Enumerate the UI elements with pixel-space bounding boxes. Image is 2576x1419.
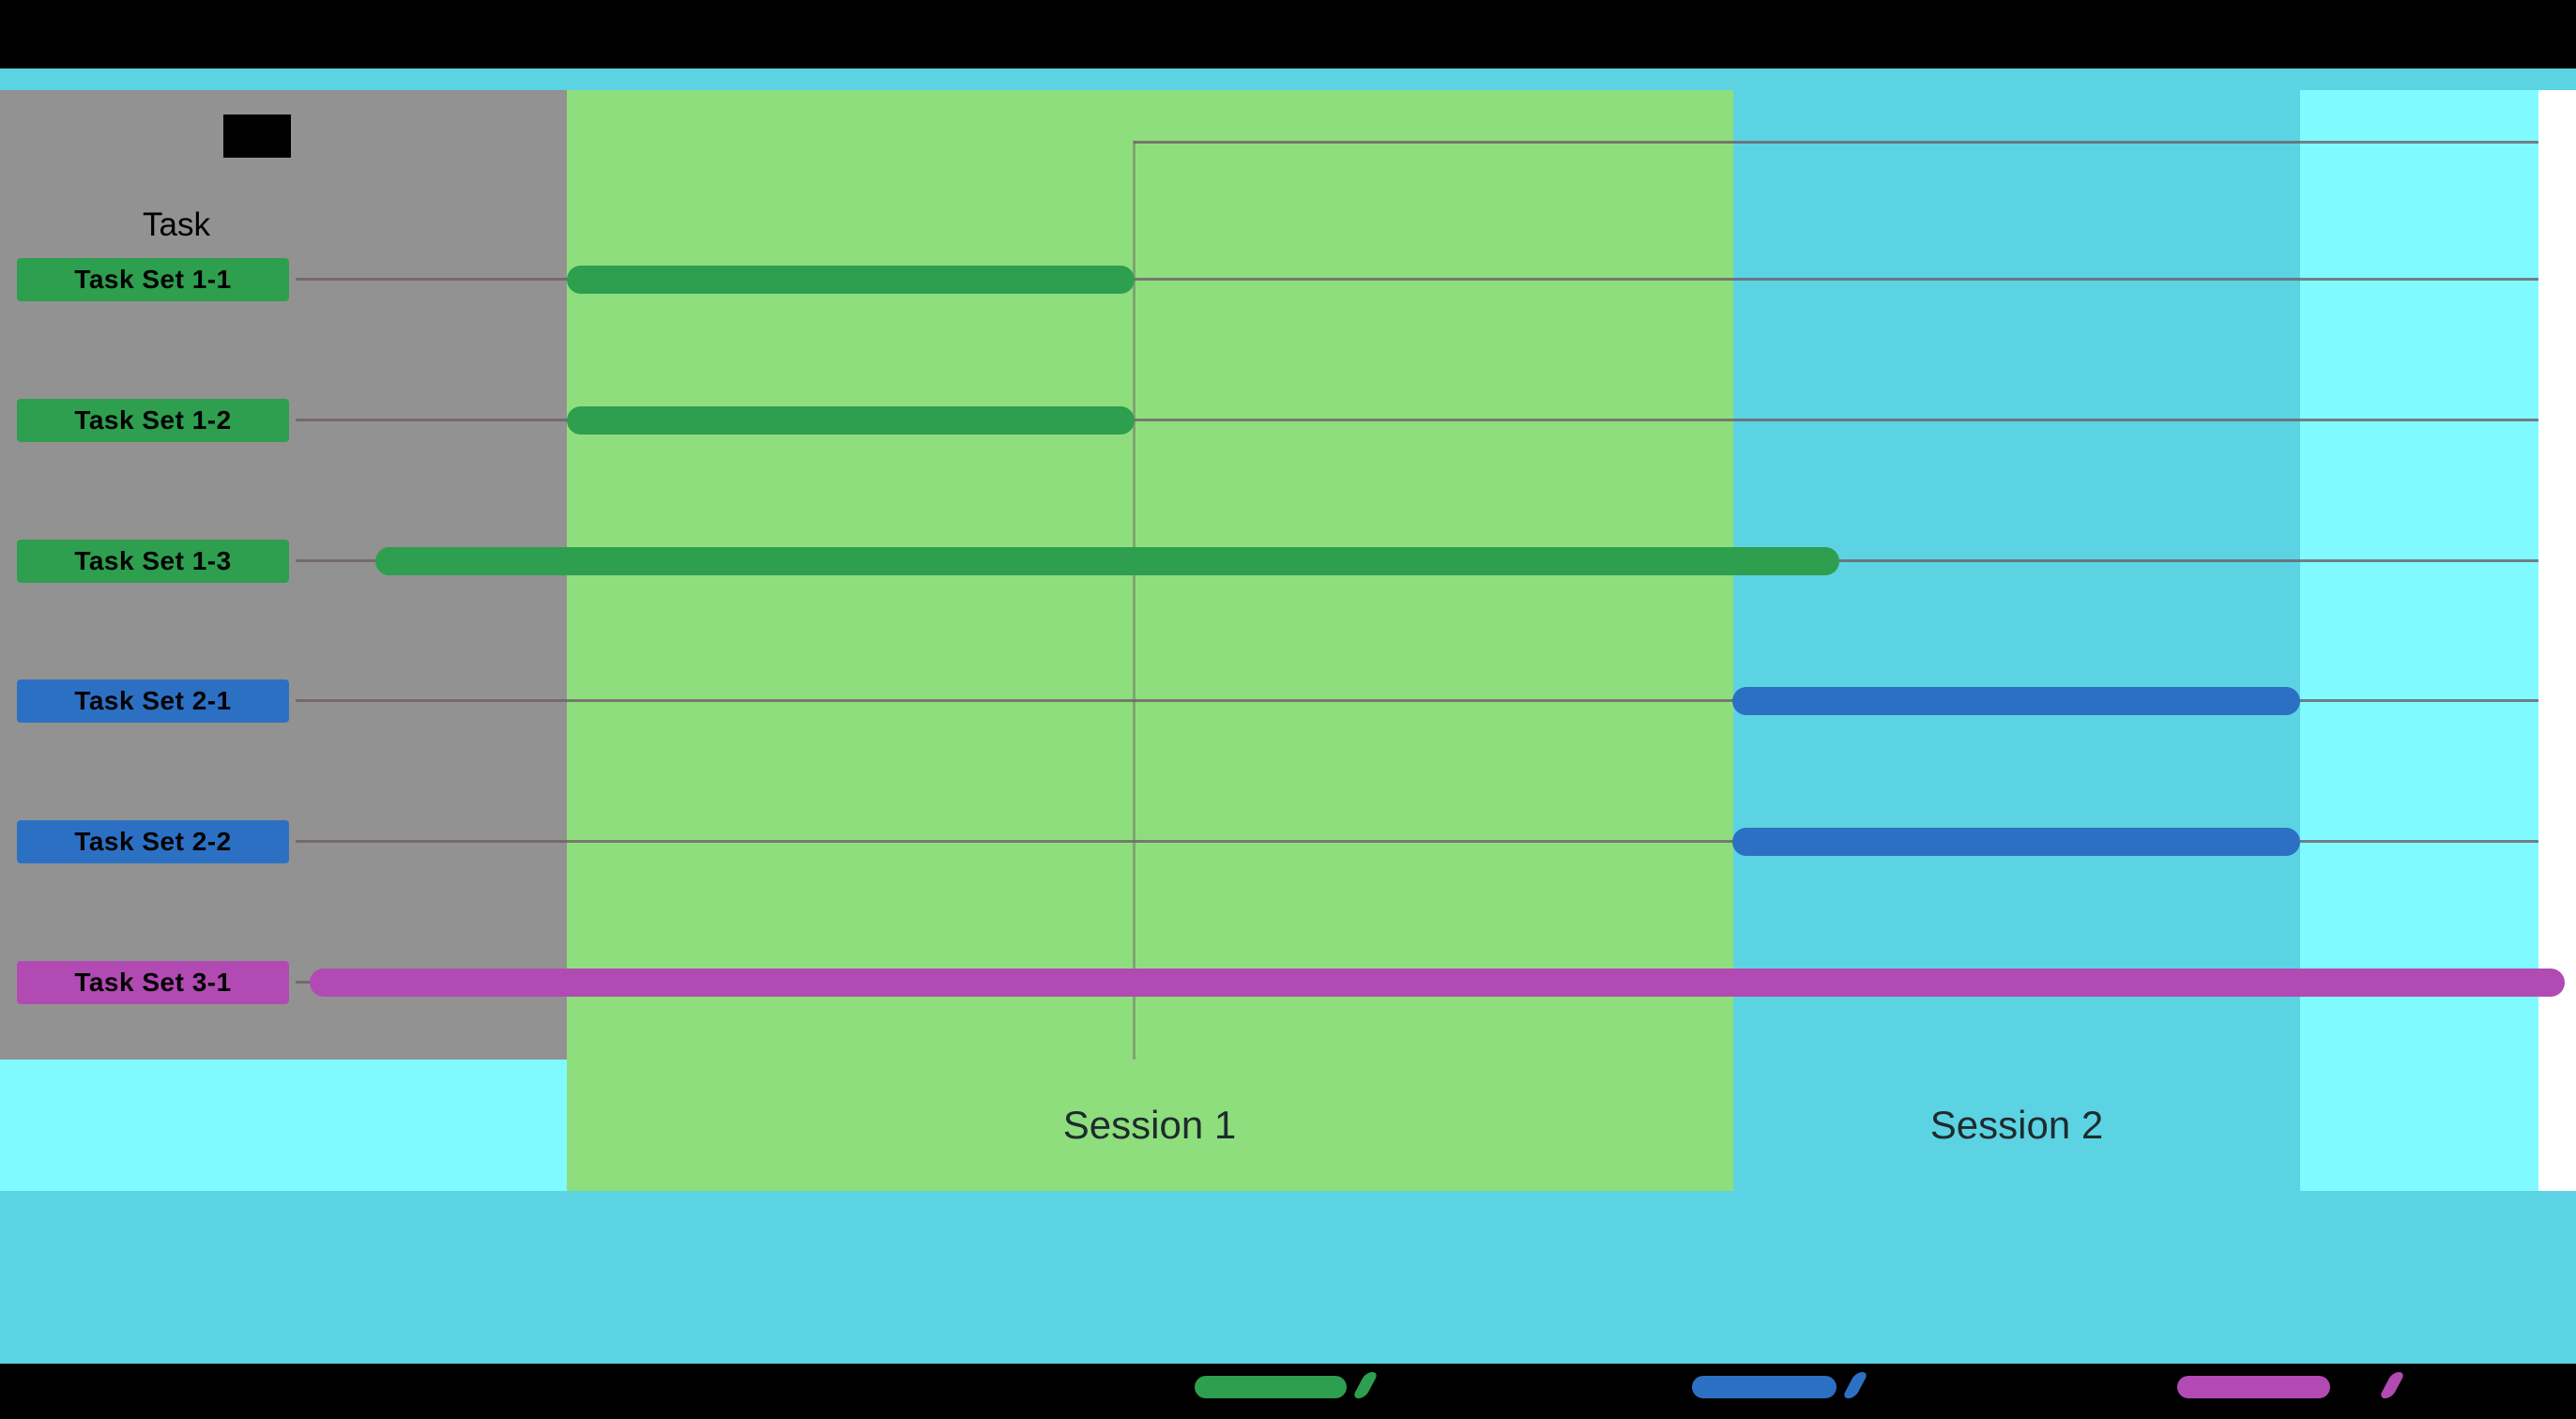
legend-swatch-magenta[interactable] bbox=[2177, 1376, 2330, 1398]
row-label-chip: Task Set 1-1 bbox=[17, 258, 289, 301]
gridline-row-4 bbox=[296, 699, 2538, 702]
top-letterbox-bar bbox=[0, 0, 2576, 69]
gridline-header bbox=[1134, 141, 2538, 144]
gantt-bar-task-set-1-2 bbox=[567, 406, 1135, 435]
row-label: Task Set 1-3 bbox=[74, 546, 232, 575]
gantt-bar-task-set-2-2 bbox=[1732, 828, 2300, 856]
bottom-left-pale-band bbox=[0, 1060, 567, 1191]
gridline-row-2 bbox=[296, 419, 2538, 421]
row-label: Task Set 1-1 bbox=[74, 265, 232, 294]
bottom-cyan-band bbox=[0, 1191, 2576, 1364]
gridline-row-5 bbox=[296, 840, 2538, 843]
row-label: Task Set 2-2 bbox=[74, 827, 232, 856]
row-label: Task Set 3-1 bbox=[74, 968, 232, 997]
gridline-row-1 bbox=[296, 278, 2538, 281]
row-label-chip: Task Set 3-1 bbox=[17, 961, 289, 1004]
session-2-label: Session 2 bbox=[1929, 1103, 2104, 1147]
chart-area: Task Task Set 1-1 Task Set 1-2 Task Set … bbox=[0, 90, 2576, 1191]
gantt-bar-task-set-1-1 bbox=[567, 266, 1135, 294]
session-1-region bbox=[567, 90, 1733, 1191]
session-2-region bbox=[1733, 90, 2300, 1191]
row-label-chip: Task Set 1-2 bbox=[17, 399, 289, 442]
legend-swatch-green[interactable] bbox=[1195, 1376, 1347, 1398]
task-column-header: Task bbox=[143, 206, 210, 243]
gantt-bar-task-set-3-1 bbox=[310, 969, 2565, 997]
gantt-bar-task-set-2-1 bbox=[1732, 687, 2300, 715]
top-cyan-strip bbox=[0, 69, 2576, 90]
row-label: Task Set 2-1 bbox=[74, 686, 232, 715]
legend-swatch-blue[interactable] bbox=[1692, 1376, 1837, 1398]
row-label: Task Set 1-2 bbox=[74, 405, 232, 435]
post-session-region bbox=[2300, 90, 2538, 1191]
row-label-chip: Task Set 2-2 bbox=[17, 820, 289, 863]
redacted-text-block bbox=[223, 114, 291, 158]
session-1-label: Session 1 bbox=[1062, 1103, 1237, 1147]
row-label-chip: Task Set 1-3 bbox=[17, 540, 289, 583]
gridline-vertical bbox=[1133, 141, 1136, 1060]
row-label-chip: Task Set 2-1 bbox=[17, 679, 289, 723]
gantt-bar-task-set-1-3 bbox=[375, 547, 1839, 575]
